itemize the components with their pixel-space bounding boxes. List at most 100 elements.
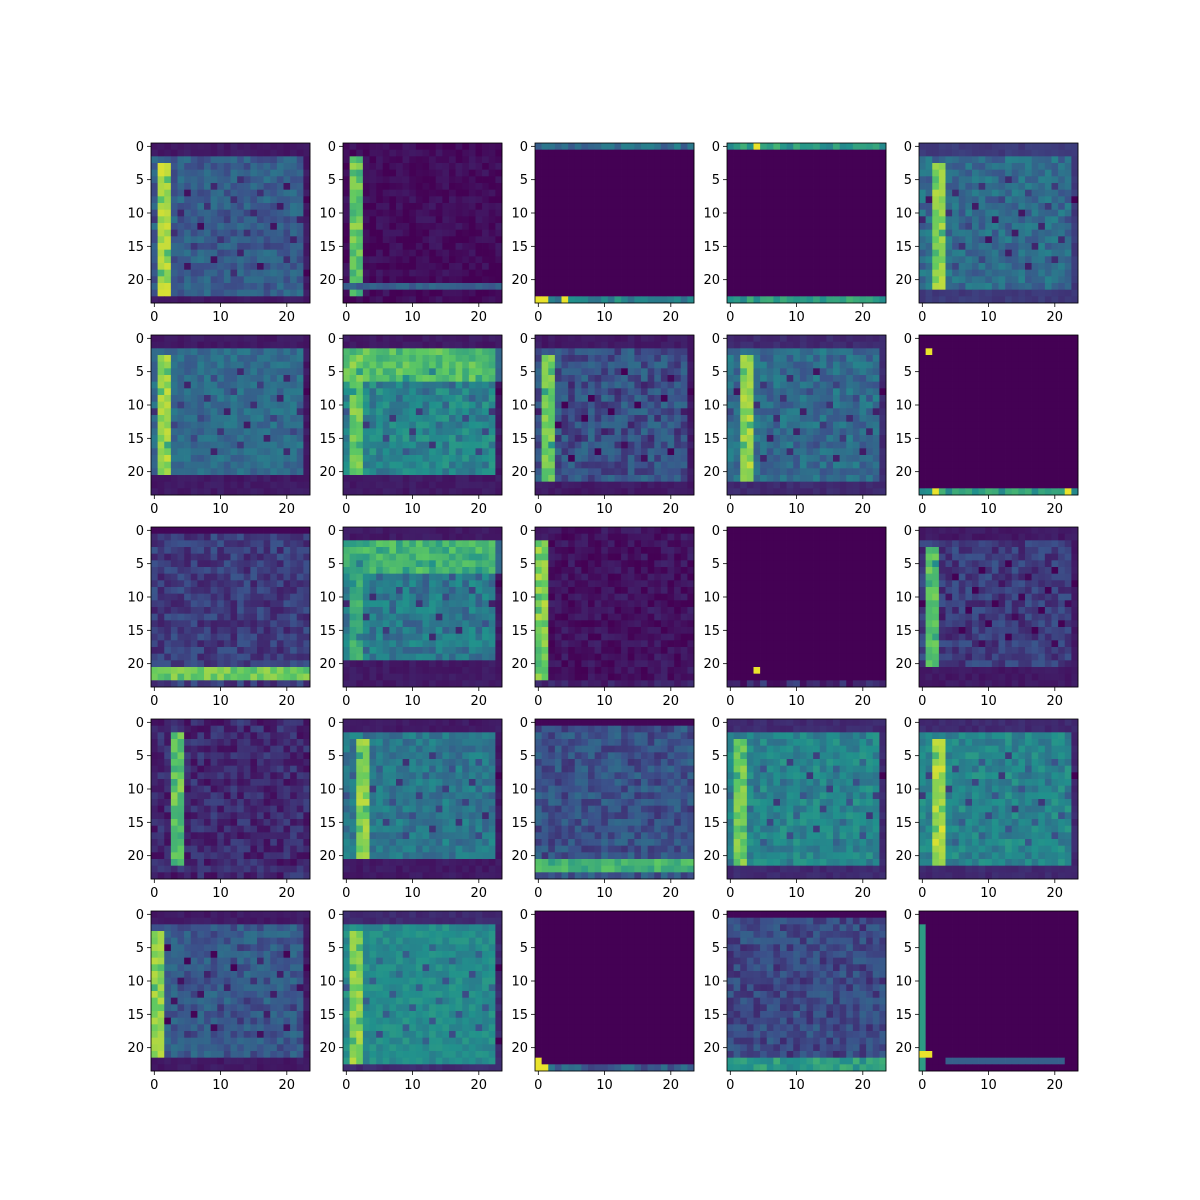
heatmap-cell	[270, 381, 278, 389]
heatmap-cell	[303, 209, 311, 217]
heatmap-cell	[727, 276, 734, 284]
heatmap-cell	[568, 209, 576, 217]
heatmap-cell	[250, 441, 258, 449]
heatmap-cell	[435, 229, 443, 237]
heatmap-cell	[170, 488, 178, 496]
heatmap-cell	[197, 223, 205, 231]
heatmap-cell	[574, 196, 582, 204]
heatmap-cell	[170, 375, 178, 383]
heatmap-cell	[773, 223, 781, 231]
heatmap-cell	[568, 203, 576, 211]
heatmap-cell	[276, 388, 284, 396]
heatmap-cell	[945, 243, 953, 251]
heatmap-cell	[230, 203, 238, 211]
heatmap-cell	[833, 381, 840, 389]
heatmap-cell	[349, 435, 357, 443]
heatmap-cell	[674, 341, 682, 349]
heatmap-cell	[462, 481, 470, 489]
heatmap-cell	[852, 375, 860, 383]
heatmap-cell	[462, 428, 470, 436]
heatmap-cell	[687, 169, 695, 177]
heatmap-cell	[607, 243, 615, 251]
heatmap-cell	[429, 448, 437, 456]
heatmap-cell	[356, 395, 364, 403]
heatmap-cell	[190, 381, 198, 389]
x-tick-label: 10	[788, 310, 805, 325]
heatmap-cell	[607, 428, 615, 436]
heatmap-cell	[641, 348, 648, 356]
heatmap-cell	[449, 415, 456, 423]
heatmap-cell	[382, 276, 390, 284]
heatmap-cell	[243, 223, 251, 231]
heatmap-cell	[204, 289, 211, 297]
heatmap-cell	[429, 143, 437, 151]
heatmap-cell	[237, 368, 245, 376]
heatmap-cell	[250, 475, 258, 483]
heatmap-cell	[495, 249, 503, 257]
heatmap-cell	[250, 488, 258, 496]
heatmap-cell	[462, 169, 470, 177]
heatmap-cell	[396, 435, 403, 443]
heatmap-cell	[1025, 189, 1032, 197]
heatmap-cell	[773, 156, 781, 164]
heatmap-cell	[237, 481, 245, 489]
y-tick-label: 0	[136, 332, 144, 347]
heatmap-cell	[369, 428, 377, 436]
heatmap-cell	[859, 203, 867, 211]
heatmap-cell	[349, 395, 357, 403]
heatmap-cell	[217, 263, 225, 271]
heatmap-cell	[1058, 223, 1066, 231]
heatmap-cell	[217, 203, 225, 211]
heatmap-cell	[641, 263, 648, 271]
heatmap-cell	[554, 335, 562, 343]
heatmap-cell	[958, 269, 966, 277]
heatmap-cell	[793, 243, 801, 251]
heatmap-cell	[230, 216, 238, 224]
heatmap-cell	[1031, 269, 1039, 277]
heatmap-cell	[866, 143, 874, 151]
heatmap-cell	[733, 196, 741, 204]
heatmap-cell	[415, 368, 423, 376]
heatmap-cell	[780, 335, 787, 343]
heatmap-cell	[495, 156, 503, 164]
heatmap-cell	[435, 428, 443, 436]
heatmap-cell	[687, 156, 695, 164]
heatmap-cell	[210, 236, 218, 244]
heatmap-cell	[415, 276, 423, 284]
heatmap-cell	[402, 169, 410, 177]
heatmap-cell	[879, 368, 887, 376]
heatmap-cell	[1071, 163, 1079, 171]
heatmap-cell	[1051, 209, 1059, 217]
heatmap-cell	[177, 183, 185, 191]
heatmap-cell	[733, 176, 741, 184]
heatmap-cell	[462, 408, 470, 416]
heatmap-cell	[727, 283, 734, 291]
heatmap-cell	[574, 143, 582, 151]
heatmap-cell	[396, 335, 403, 343]
heatmap-cell	[170, 236, 178, 244]
heatmap-cell	[197, 296, 205, 304]
heatmap-cell	[687, 335, 695, 343]
heatmap-cell	[462, 388, 470, 396]
heatmap-cell	[217, 395, 225, 403]
heatmap-cell	[396, 395, 403, 403]
heatmap-cell	[402, 229, 410, 237]
heatmap-cell	[468, 223, 476, 231]
heatmap-cell	[641, 143, 648, 151]
heatmap-cell	[389, 236, 397, 244]
heatmap-cell	[495, 381, 503, 389]
heatmap-cell	[985, 149, 993, 157]
heatmap-cell	[230, 361, 238, 369]
heatmap-cell	[303, 176, 311, 184]
heatmap-cell	[415, 381, 423, 389]
heatmap-cell	[594, 243, 602, 251]
heatmap-cell	[581, 355, 589, 363]
heatmap-cell	[303, 401, 311, 409]
heatmap-cell	[660, 216, 668, 224]
heatmap-cell	[932, 156, 940, 164]
heatmap-cell	[151, 441, 158, 449]
heatmap-cell	[376, 229, 384, 237]
heatmap-cell	[594, 401, 602, 409]
heatmap-cell	[204, 156, 211, 164]
heatmap-cell	[740, 388, 748, 396]
